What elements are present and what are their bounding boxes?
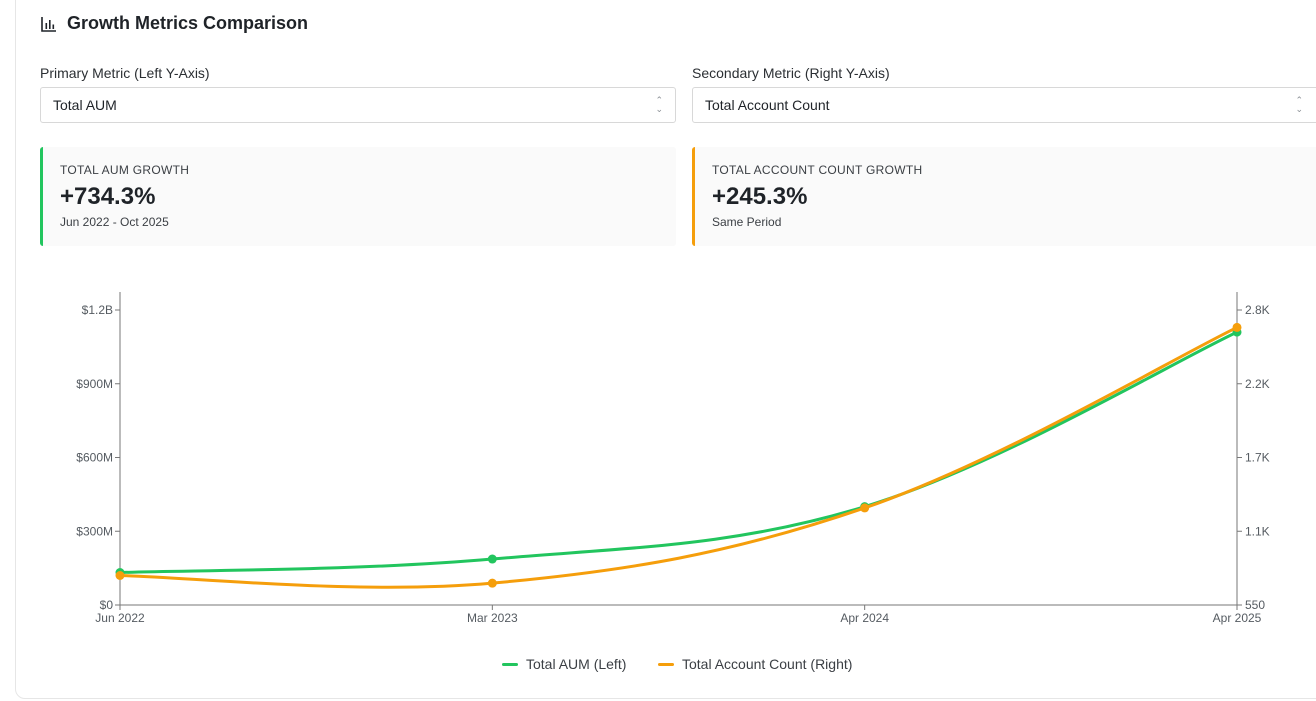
stat-value: +245.3%: [712, 183, 808, 210]
page-title: Growth Metrics Comparison: [67, 13, 309, 33]
stat-label: TOTAL ACCOUNT COUNT GROWTH: [712, 163, 923, 177]
left-axis-tick-label: $300M: [76, 524, 113, 538]
legend-item-accounts[interactable]: Total Account Count (Right): [658, 656, 852, 672]
legend-label: Total AUM (Left): [526, 656, 627, 672]
select-caret-icon: ⌃ ⌄: [1295, 95, 1303, 114]
left-axis-tick-label: $0: [100, 598, 114, 612]
secondary-metric-select[interactable]: Total Account Count ⌃ ⌄: [692, 87, 1316, 123]
right-axis-tick-label: 2.8K: [1245, 303, 1270, 317]
primary-metric-value: Total AUM: [53, 97, 117, 113]
x-axis-tick-label: Apr 2025: [1213, 611, 1262, 625]
left-axis-tick-label: $600M: [76, 451, 113, 465]
stat-label: TOTAL AUM GROWTH: [60, 163, 190, 177]
select-caret-icon: ⌃ ⌄: [655, 95, 663, 114]
right-axis-tick-label: 2.2K: [1245, 377, 1270, 391]
stat-card-aum: TOTAL AUM GROWTH +734.3% Jun 2022 - Oct …: [40, 147, 676, 246]
x-axis-tick-label: Apr 2024: [840, 611, 889, 625]
primary-metric-label: Primary Metric (Left Y-Axis): [40, 65, 210, 81]
stat-value: +734.3%: [60, 183, 156, 210]
data-point-1: [860, 503, 870, 513]
data-point-1: [1232, 322, 1242, 332]
left-axis-tick-label: $1.2B: [82, 303, 113, 317]
series-line-0: [118, 330, 1239, 575]
data-point-1: [115, 571, 125, 580]
left-axis-tick-label: $900M: [76, 377, 113, 391]
right-axis-tick-label: 1.1K: [1245, 524, 1270, 538]
legend-item-aum[interactable]: Total AUM (Left): [502, 656, 626, 672]
stat-card-accounts: TOTAL ACCOUNT COUNT GROWTH +245.3% Same …: [692, 147, 1316, 246]
right-axis-tick-label: 550: [1245, 598, 1265, 612]
bar-chart-icon: [40, 15, 58, 33]
secondary-metric-value: Total Account Count: [705, 97, 830, 113]
primary-metric-select[interactable]: Total AUM ⌃ ⌄: [40, 87, 676, 123]
x-axis-tick-label: Mar 2023: [467, 611, 518, 625]
right-axis-tick-label: 1.7K: [1245, 451, 1270, 465]
data-point-1: [487, 578, 497, 588]
legend-swatch: [658, 662, 674, 666]
legend-swatch: [502, 662, 518, 666]
series-line-1: [118, 325, 1239, 589]
data-point-0: [487, 554, 497, 564]
legend-label: Total Account Count (Right): [682, 656, 853, 672]
header: Growth Metrics Comparison: [40, 13, 308, 34]
stat-period: Jun 2022 - Oct 2025: [60, 215, 169, 229]
x-axis-tick-label: Jun 2022: [95, 611, 145, 625]
stat-period: Same Period: [712, 215, 782, 229]
secondary-metric-label: Secondary Metric (Right Y-Axis): [692, 65, 890, 81]
